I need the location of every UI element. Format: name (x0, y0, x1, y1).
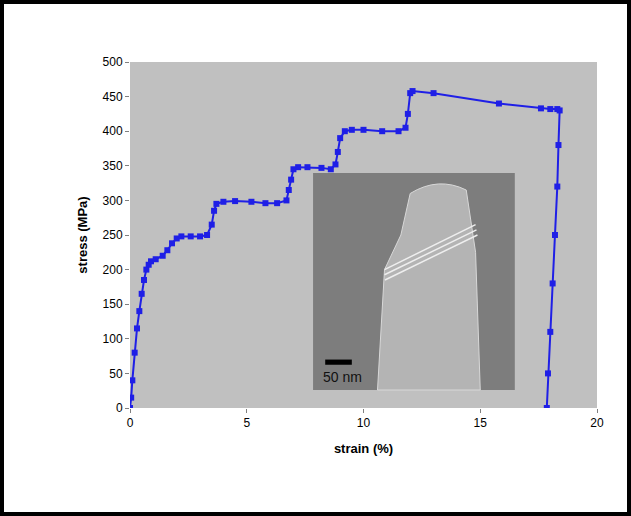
svg-text:0: 0 (127, 416, 134, 430)
svg-text:0: 0 (116, 401, 123, 415)
svg-text:stress (MPa): stress (MPa) (75, 196, 90, 273)
svg-text:50: 50 (109, 367, 123, 381)
svg-text:20: 20 (590, 416, 604, 430)
svg-text:500: 500 (103, 55, 123, 69)
svg-text:5: 5 (243, 416, 250, 430)
svg-text:150: 150 (103, 297, 123, 311)
svg-text:200: 200 (103, 263, 123, 277)
svg-text:10: 10 (357, 416, 371, 430)
svg-text:15: 15 (474, 416, 488, 430)
svg-text:250: 250 (103, 228, 123, 242)
svg-text:350: 350 (103, 159, 123, 173)
svg-text:50 nm: 50 nm (323, 369, 362, 385)
svg-text:strain (%): strain (%) (334, 441, 393, 456)
svg-text:100: 100 (103, 332, 123, 346)
svg-text:400: 400 (103, 124, 123, 138)
svg-text:450: 450 (103, 90, 123, 104)
svg-text:300: 300 (103, 194, 123, 208)
